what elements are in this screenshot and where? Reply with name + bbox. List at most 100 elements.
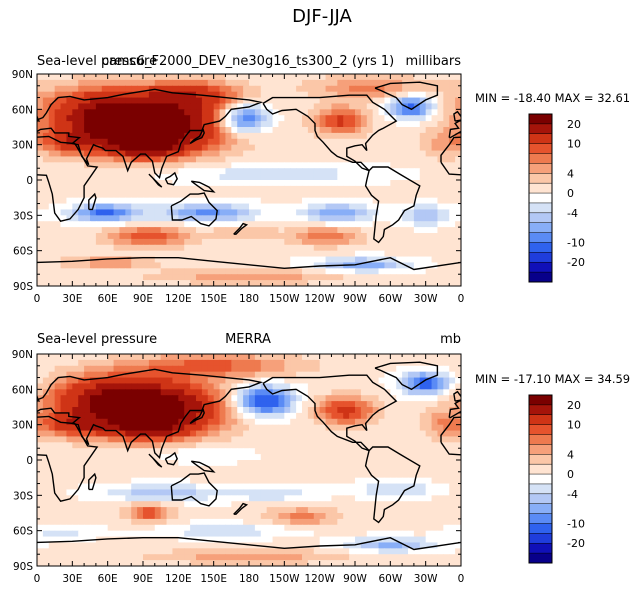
field-cell <box>319 250 327 258</box>
field-cell <box>113 460 121 467</box>
field-cell <box>313 274 321 281</box>
field-cell <box>366 103 374 110</box>
field-cell <box>119 144 126 152</box>
field-cell <box>319 191 327 199</box>
field-cell <box>437 268 444 275</box>
field-cell <box>148 507 156 514</box>
field-cell <box>172 436 179 443</box>
field-cell <box>178 127 185 134</box>
field-cell <box>42 477 50 485</box>
field-cell <box>190 513 197 520</box>
field-cell <box>408 74 415 81</box>
field-cell <box>419 227 427 234</box>
colorbar-segment <box>529 114 552 125</box>
field-cell <box>372 389 380 396</box>
field-cell <box>131 280 138 286</box>
field-cell <box>48 395 56 402</box>
field-cell <box>372 274 380 281</box>
field-cell <box>372 395 380 402</box>
field-cell <box>378 454 386 461</box>
field-cell <box>302 407 309 414</box>
field-cell <box>443 162 450 169</box>
field-cell <box>360 477 368 485</box>
field-cell <box>266 215 274 222</box>
field-cell <box>343 185 350 193</box>
field-cell <box>219 103 227 110</box>
field-cell <box>366 215 374 222</box>
field-cell <box>48 91 56 99</box>
field-cell <box>307 227 315 234</box>
field-cell <box>378 389 386 396</box>
field-cell <box>384 424 391 432</box>
field-cell <box>284 424 291 432</box>
field-cell <box>172 185 179 193</box>
field-cell <box>66 518 73 526</box>
field-cell <box>378 168 386 175</box>
field-cell <box>437 97 444 105</box>
field-cell <box>107 132 115 140</box>
field-cell <box>319 513 327 520</box>
field-cell <box>284 371 291 379</box>
field-cell <box>366 121 374 128</box>
field-cell <box>402 233 409 240</box>
field-cell <box>72 156 79 163</box>
field-cell <box>254 103 262 110</box>
field-cell <box>343 244 350 252</box>
field-cell <box>266 518 274 526</box>
field-cell <box>219 507 227 514</box>
field-cell <box>119 132 126 140</box>
field-cell <box>425 395 433 402</box>
field-cell <box>325 430 333 438</box>
field-cell <box>166 395 174 402</box>
field-cell <box>384 215 391 222</box>
field-cell <box>119 424 126 432</box>
field-cell <box>95 203 103 211</box>
field-cell <box>343 209 350 216</box>
field-cell <box>84 371 91 379</box>
field-cell <box>343 197 350 205</box>
field-cell <box>272 91 280 99</box>
field-cell <box>78 518 85 526</box>
field-cell <box>42 162 50 169</box>
field-cell <box>337 365 344 373</box>
field-cell <box>437 121 444 128</box>
field-cell <box>207 518 215 526</box>
field-cell <box>78 542 85 549</box>
field-cell <box>396 156 403 163</box>
field-cell <box>284 418 291 426</box>
field-cell <box>66 256 73 264</box>
field-cell <box>390 489 397 496</box>
field-cell <box>355 238 362 246</box>
field-cell <box>148 274 156 281</box>
field-cell <box>190 436 197 443</box>
field-cell <box>331 389 338 396</box>
field-cell <box>272 436 280 443</box>
field-cell <box>307 465 315 473</box>
field-cell <box>178 530 185 538</box>
field-cell <box>72 138 79 146</box>
field-cell <box>437 483 444 491</box>
field-cell <box>78 371 85 379</box>
field-cell <box>360 215 368 222</box>
field-cell <box>60 168 68 175</box>
field-cell <box>84 280 91 286</box>
field-cell <box>166 365 174 373</box>
field-cell <box>84 250 91 258</box>
field-cell <box>131 85 138 93</box>
field-cell <box>196 209 203 216</box>
field-cell <box>455 150 461 158</box>
field-cell <box>266 262 274 269</box>
field-cell <box>408 454 415 461</box>
field-cell <box>54 91 62 99</box>
field-cell <box>296 448 303 455</box>
field-cell <box>119 280 126 286</box>
field-cell <box>390 85 397 93</box>
field-cell <box>237 389 244 396</box>
field-cell <box>60 477 68 485</box>
field-cell <box>419 91 427 99</box>
field-cell <box>413 389 421 396</box>
x-tick-label: 90E <box>133 293 153 305</box>
field-cell <box>313 74 321 81</box>
field-cell <box>154 483 162 491</box>
field-cell <box>443 115 450 122</box>
